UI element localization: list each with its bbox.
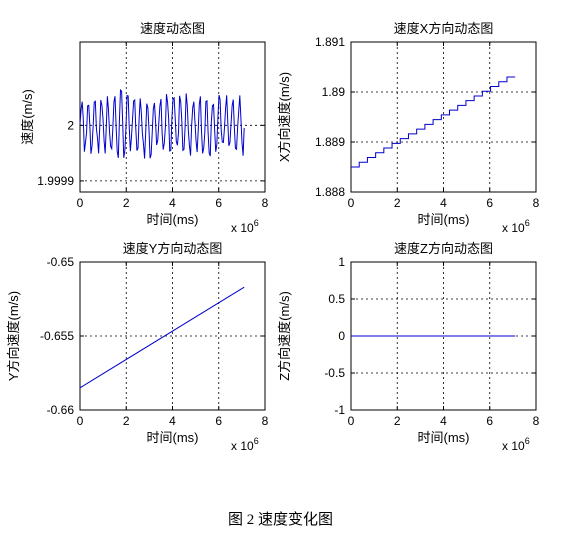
x-exponent-label: x 106: [502, 218, 530, 235]
y-tick-label: -0.655: [40, 329, 74, 343]
x-exponent-label: x 106: [231, 218, 259, 235]
data-series-line: [79, 286, 245, 389]
x-tick-label: 8: [533, 414, 540, 428]
x-axis-label: 时间(ms): [147, 430, 199, 445]
data-series-line: [79, 88, 245, 159]
y-tick-label: 1.889: [315, 135, 345, 149]
x-tick-label: 8: [533, 196, 540, 210]
data-series-line: [351, 76, 516, 168]
x-tick-label: 6: [215, 196, 222, 210]
y-tick-label: 2: [67, 118, 74, 132]
figure-caption: 图 2 速度变化图: [227, 512, 333, 528]
x-tick-label: 2: [123, 414, 130, 428]
y-tick-label: 1.9999: [37, 174, 74, 188]
y-axis-label: Z方向速度(m/s): [277, 291, 292, 381]
x-tick-label: 8: [262, 196, 269, 210]
subplot-title: 速度Y方向动态图: [123, 241, 223, 256]
x-tick-label: 4: [169, 414, 176, 428]
y-tick-label: 1.891: [315, 35, 345, 49]
x-tick-label: 6: [215, 414, 222, 428]
x-tick-label: 8: [262, 414, 269, 428]
y-axis-label: Y方向速度(m/s): [6, 291, 21, 381]
x-tick-label: 6: [486, 414, 493, 428]
x-tick-label: 0: [77, 414, 84, 428]
x-tick-label: 2: [394, 414, 401, 428]
subplot-title: 速度动态图: [140, 21, 205, 36]
x-axis-label: 时间(ms): [418, 212, 470, 227]
y-tick-label: 0: [338, 329, 345, 343]
y-tick-label: 1.89: [322, 85, 346, 99]
x-exponent-label: x 106: [231, 436, 259, 453]
y-tick-label: 1: [338, 255, 345, 269]
y-axis-label: 速度(m/s): [20, 89, 35, 145]
subplot-title: 速度Z方向动态图: [394, 241, 493, 256]
x-tick-label: 4: [440, 414, 447, 428]
x-tick-label: 6: [486, 196, 493, 210]
x-tick-label: 0: [348, 196, 355, 210]
x-tick-label: 0: [77, 196, 84, 210]
x-tick-label: 0: [348, 414, 355, 428]
x-exponent-label: x 106: [502, 436, 530, 453]
y-tick-label: -1: [334, 403, 345, 417]
y-tick-label: 1.888: [315, 185, 345, 199]
x-axis-label: 时间(ms): [418, 430, 470, 445]
x-tick-label: 2: [123, 196, 130, 210]
y-tick-label: 0.5: [328, 292, 345, 306]
subplot-title: 速度X方向动态图: [394, 21, 494, 36]
y-tick-label: -0.5: [324, 366, 345, 380]
x-tick-label: 2: [394, 196, 401, 210]
y-axis-label: X方向速度(m/s): [277, 72, 292, 162]
x-tick-label: 4: [440, 196, 447, 210]
y-tick-label: -0.66: [47, 403, 75, 417]
x-axis-label: 时间(ms): [147, 212, 199, 227]
y-tick-label: -0.65: [47, 255, 75, 269]
x-tick-label: 4: [169, 196, 176, 210]
